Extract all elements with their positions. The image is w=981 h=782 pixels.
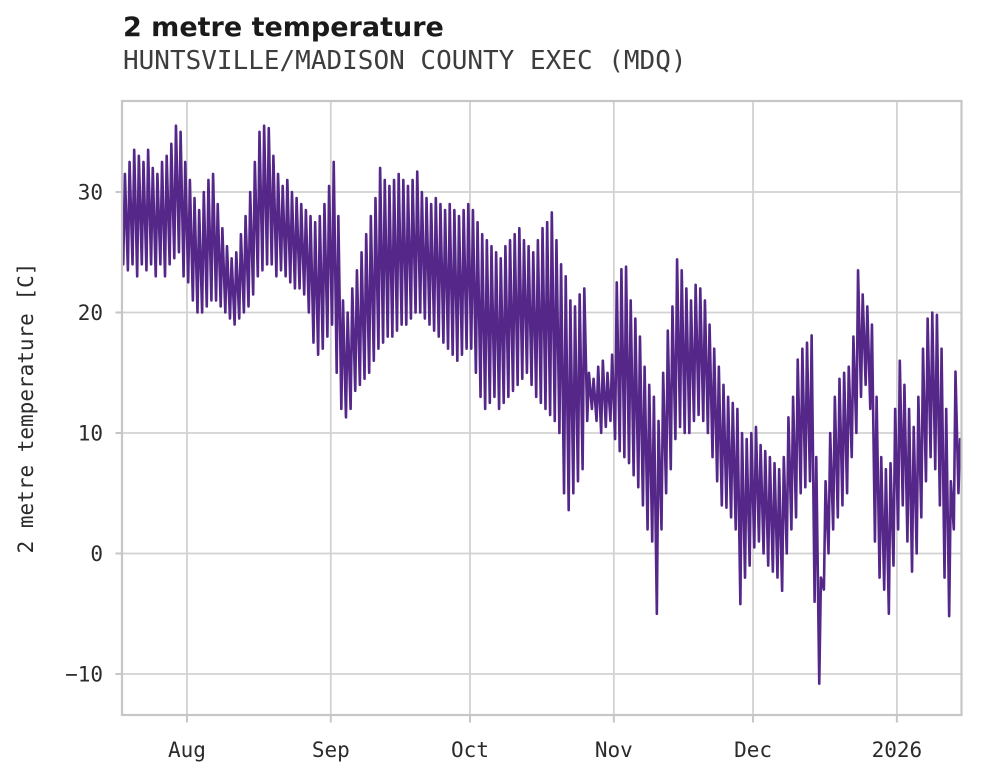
x-tick-label: Oct (451, 738, 489, 762)
y-tick-label: −10 (65, 663, 103, 687)
y-tick-label: 30 (78, 181, 103, 205)
x-tick-label: Dec (734, 738, 772, 762)
y-tick-label: 20 (78, 301, 103, 325)
plot-frame (120, 99, 963, 717)
x-tick-label: Nov (595, 738, 633, 762)
chart-title: 2 metre temperature (123, 12, 444, 43)
y-axis-label: 2 metre temperature [C] (14, 263, 38, 554)
y-axis-tick-labels: 30 20 10 0 −10 (65, 181, 103, 687)
y-tick-label: 10 (78, 422, 103, 446)
x-tick-label: 2026 (872, 738, 923, 762)
axis-ticks (115, 191, 898, 723)
x-tick-label: Aug (168, 738, 206, 762)
x-axis-tick-labels: Aug Sep Oct Nov Dec 2026 (168, 738, 922, 762)
chart-subtitle: HUNTSVILLE/MADISON COUNTY EXEC (MDQ) (123, 46, 687, 76)
x-tick-label: Sep (312, 738, 350, 762)
y-tick-label: 0 (90, 542, 103, 566)
temperature-series-line (122, 124, 962, 685)
